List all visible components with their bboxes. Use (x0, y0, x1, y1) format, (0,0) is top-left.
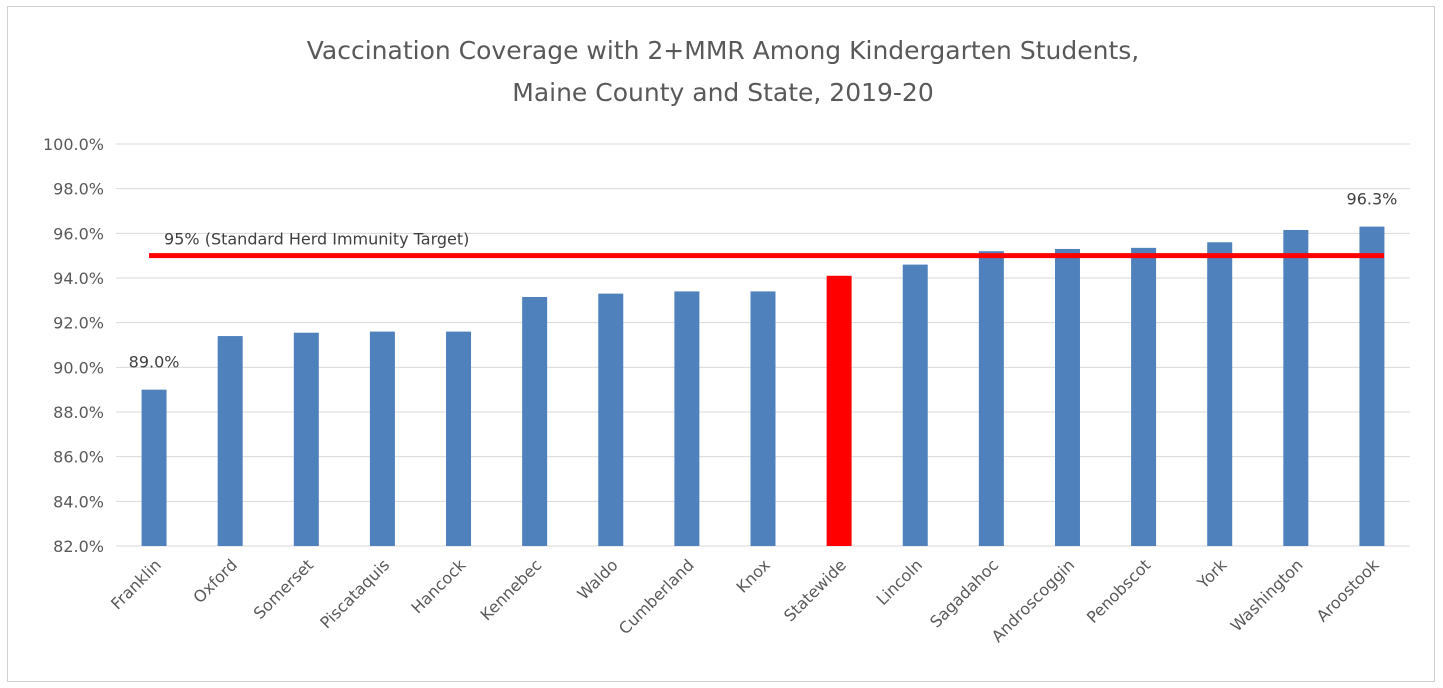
y-tick-label: 98.0% (53, 180, 104, 199)
chart-title-line-1: Vaccination Coverage with 2+MMR Among Ki… (307, 36, 1139, 65)
bar-androscoggin (1054, 248, 1080, 546)
data-label-franklin: 89.0% (129, 353, 180, 372)
x-tick-label: Cumberland (615, 555, 698, 638)
x-tick-label: Penobscot (1083, 555, 1155, 627)
x-tick-label: Somerset (250, 555, 317, 622)
y-tick-label: 88.0% (53, 403, 104, 422)
y-tick-label: 96.0% (53, 224, 104, 243)
reference-line-label: 95% (Standard Herd Immunity Target) (164, 230, 469, 249)
y-axis-ticks: 82.0% 84.0% 86.0% 88.0% 90.0% 92.0% 94.0% 96.0%… (43, 135, 104, 556)
bar-chart: Vaccination Coverage with 2+MMR Among Ki… (43, 36, 1410, 646)
chart-frame: Vaccination Coverage with 2+MMR Among Ki… (7, 6, 1435, 682)
x-tick-label: Lincoln (873, 555, 927, 609)
x-tick-label: Sagadahoc (926, 555, 1002, 631)
y-tick-label: 82.0% (53, 537, 104, 556)
x-tick-label: Aroostook (1313, 555, 1384, 626)
y-tick-label: 100.0% (43, 135, 104, 154)
reference-line-group: 95% (Standard Herd Immunity Target) (149, 230, 1384, 259)
x-tick-label: Knox (733, 555, 774, 596)
bar-penobscot (1131, 247, 1157, 546)
bar-franklin (141, 389, 167, 546)
bar-cumberland (674, 291, 700, 546)
bar-piscataquis (369, 331, 395, 546)
x-tick-label: Piscataquis (316, 555, 393, 632)
chart-title-line-2: Maine County and State, 2019-20 (512, 78, 934, 107)
x-tick-label: Kennebec (477, 555, 546, 624)
bar-hancock (446, 331, 472, 546)
x-tick-label: Hancock (407, 555, 469, 617)
bar-knox (750, 291, 776, 546)
x-tick-label: Washington (1227, 555, 1307, 635)
x-tick-label: Statewide (780, 555, 850, 625)
bar-somerset (293, 332, 319, 546)
chart-title: Vaccination Coverage with 2+MMR Among Ki… (307, 36, 1139, 107)
data-labels: 89.0% 96.3% (129, 190, 1398, 372)
bar-oxford (217, 336, 243, 546)
bars (141, 226, 1385, 546)
x-axis-labels: Franklin Oxford Somerset Piscataquis Hancock… (107, 555, 1383, 646)
x-tick-label: Waldo (574, 555, 622, 603)
data-label-aroostook: 96.3% (1347, 190, 1398, 209)
bar-washington (1283, 229, 1309, 546)
bar-lincoln (902, 264, 928, 546)
bar-aroostook (1359, 226, 1385, 546)
x-tick-label: York (1193, 555, 1231, 593)
bar-kennebec (522, 296, 548, 546)
bar-waldo (598, 293, 624, 546)
x-tick-label: Franklin (107, 555, 165, 613)
x-tick-label: Oxford (189, 555, 241, 607)
bar-statewide (826, 275, 852, 546)
y-tick-label: 92.0% (53, 314, 104, 333)
bar-sagadahoc (978, 251, 1004, 546)
bar-york (1207, 242, 1233, 546)
y-tick-label: 84.0% (53, 492, 104, 511)
y-tick-label: 90.0% (53, 358, 104, 377)
y-tick-label: 94.0% (53, 269, 104, 288)
y-tick-label: 86.0% (53, 448, 104, 467)
